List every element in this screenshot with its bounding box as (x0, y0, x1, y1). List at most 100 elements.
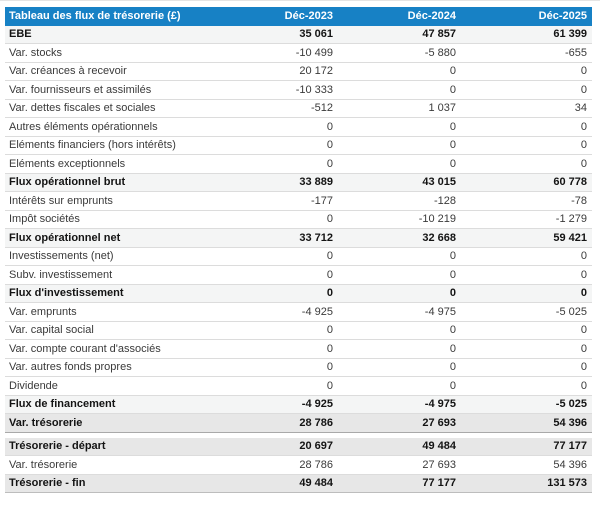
row-label: Eléments exceptionnels (5, 154, 214, 174)
cell-value: 0 (337, 247, 460, 266)
cell-value: 32 668 (337, 228, 460, 248)
table-row: Var. compte courant d'associés 0 0 0 (5, 339, 592, 359)
table-row: Var. trésorerie 28 786 27 693 54 396 (5, 455, 592, 475)
table-row: Var. fournisseurs et assimilés -10 333 0 0 (5, 80, 592, 100)
cell-value: 0 (214, 376, 337, 396)
top-divider (0, 0, 600, 1)
cell-value: 33 712 (214, 228, 337, 248)
row-label: Flux opérationnel net (5, 228, 214, 248)
cell-value: 27 693 (337, 455, 460, 475)
row-label: Var. emprunts (5, 302, 214, 322)
cell-value: 49 484 (337, 437, 460, 456)
cell-value: -128 (337, 191, 460, 211)
table-row: Flux opérationnel net 33 712 32 668 59 421 (5, 228, 592, 248)
cell-value: -4 925 (214, 395, 337, 414)
table-row: Investissements (net) 0 0 0 (5, 247, 592, 266)
cell-value: 1 037 (337, 99, 460, 118)
cell-value: 0 (460, 339, 592, 359)
cell-value: 0 (214, 265, 337, 285)
row-label: Eléments financiers (hors intérêts) (5, 136, 214, 155)
cell-value: -78 (460, 191, 592, 211)
cell-value: 0 (460, 265, 592, 285)
cell-value: 0 (460, 154, 592, 174)
cell-value: 33 889 (214, 173, 337, 192)
cell-value: -177 (214, 191, 337, 211)
row-label: Intérêts sur emprunts (5, 191, 214, 211)
table-row: Var. stocks -10 499 -5 880 -655 (5, 43, 592, 63)
cell-value: 20 172 (214, 62, 337, 81)
table-row: Var. capital social 0 0 0 (5, 321, 592, 340)
cell-value: 47 857 (337, 25, 460, 44)
cell-value: 0 (214, 321, 337, 340)
table-row: Dividende 0 0 0 (5, 376, 592, 396)
row-label: Impôt sociétés (5, 210, 214, 229)
cell-value: 0 (460, 136, 592, 155)
cell-value: -5 025 (460, 302, 592, 322)
table-row: Trésorerie - départ 20 697 49 484 77 177 (5, 437, 592, 456)
cell-value: 0 (337, 358, 460, 377)
table-row: Flux de financement -4 925 -4 975 -5 025 (5, 395, 592, 414)
cell-value: 0 (337, 154, 460, 174)
row-label: Flux opérationnel brut (5, 173, 214, 192)
cell-value: 54 396 (460, 455, 592, 475)
row-label: Trésorerie - fin (5, 474, 214, 493)
table-row: Eléments exceptionnels 0 0 0 (5, 154, 592, 174)
row-label: Var. compte courant d'associés (5, 339, 214, 359)
section-gap (5, 432, 592, 438)
main-section: EBE 35 061 47 857 61 399 Var. stocks -10 499-… (5, 25, 592, 433)
cell-value: 77 177 (460, 437, 592, 456)
cell-value: 54 396 (460, 413, 592, 433)
cell-value: 0 (214, 154, 337, 174)
row-label: Trésorerie - départ (5, 437, 214, 456)
cell-value: 28 786 (214, 413, 337, 433)
cashflow-table: Tableau des flux de trésorerie (£) Déc-2… (5, 7, 592, 493)
cell-value: 0 (337, 284, 460, 303)
cell-value: 0 (337, 136, 460, 155)
table-row: Intérêts sur emprunts -177 -128 -78 (5, 191, 592, 211)
table-row: EBE 35 061 47 857 61 399 (5, 25, 592, 44)
table-row: Trésorerie - fin 49 484 77 177 131 573 (5, 474, 592, 493)
cell-value: 27 693 (337, 413, 460, 433)
cell-value: -4 925 (214, 302, 337, 322)
cell-value: 0 (337, 339, 460, 359)
section-gap-cell (5, 432, 592, 438)
cell-value: 0 (214, 284, 337, 303)
row-label: EBE (5, 25, 214, 44)
cell-value: 61 399 (460, 25, 592, 44)
cell-value: 20 697 (214, 437, 337, 456)
row-label: Subv. investissement (5, 265, 214, 285)
table-header: Tableau des flux de trésorerie (£) Déc-2… (5, 7, 592, 26)
cell-value: -512 (214, 99, 337, 118)
cell-value: 43 015 (337, 173, 460, 192)
cell-value: 0 (460, 247, 592, 266)
cell-value: 0 (460, 376, 592, 396)
row-label: Flux d'investissement (5, 284, 214, 303)
row-label: Var. fournisseurs et assimilés (5, 80, 214, 100)
row-label: Var. capital social (5, 321, 214, 340)
table-row: Eléments financiers (hors intérêts) 0 0 0 (5, 136, 592, 155)
cell-value: 0 (460, 358, 592, 377)
cell-value: 0 (337, 62, 460, 81)
cell-value: -5 025 (460, 395, 592, 414)
cell-value: 60 778 (460, 173, 592, 192)
table-row: Var. trésorerie 28 786 27 693 54 396 (5, 413, 592, 433)
column-header-dec-2024: Déc-2024 (337, 7, 460, 26)
cell-value: -10 333 (214, 80, 337, 100)
table-row: Autres éléments opérationnels 0 0 0 (5, 117, 592, 137)
row-label: Var. créances à recevoir (5, 62, 214, 81)
cell-value: 0 (337, 265, 460, 285)
table-row: Var. autres fonds propres 0 0 0 (5, 358, 592, 377)
table-row: Subv. investissement 0 0 0 (5, 265, 592, 285)
cell-value: 0 (337, 80, 460, 100)
cell-value: -4 975 (337, 302, 460, 322)
cell-value: -1 279 (460, 210, 592, 229)
table-row: Flux d'investissement 0 0 0 (5, 284, 592, 303)
table-header-row: Tableau des flux de trésorerie (£) Déc-2… (5, 7, 592, 26)
table-row: Var. emprunts -4 925 -4 975 -5 025 (5, 302, 592, 322)
column-header-dec-2025: Déc-2025 (460, 7, 592, 26)
cell-value: 0 (214, 339, 337, 359)
table-row: Var. créances à recevoir 20 172 0 0 (5, 62, 592, 81)
cell-value: 0 (214, 247, 337, 266)
cell-value: 131 573 (460, 474, 592, 493)
